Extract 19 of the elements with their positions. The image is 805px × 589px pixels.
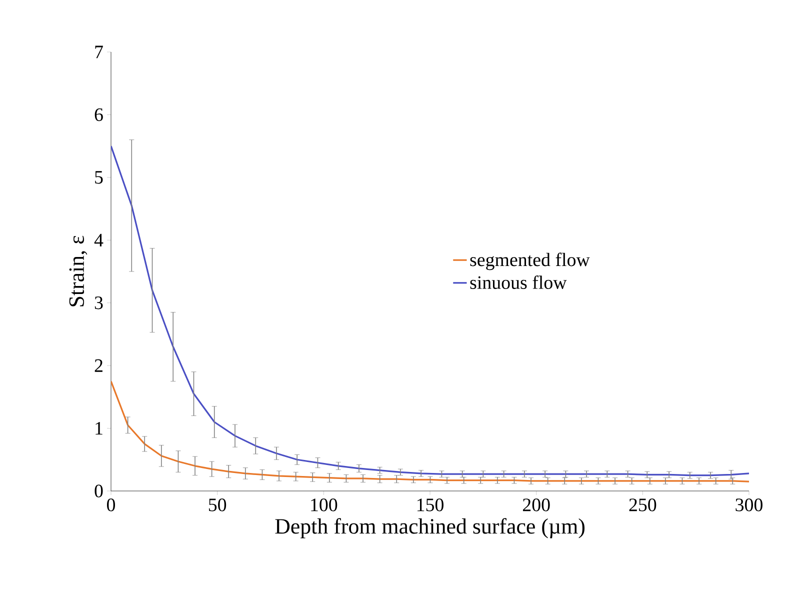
legend-label: segmented flow <box>470 252 590 270</box>
y-tick-label: 5 <box>95 171 103 184</box>
y-tick-label: 3 <box>94 296 103 310</box>
y-axis-title: Strain, ε <box>69 236 88 306</box>
legend-label: sinuous flow <box>470 275 567 289</box>
y-tick-label: 1 <box>96 422 102 435</box>
y-tick-label: 2 <box>94 359 102 372</box>
x-tick-label: 100 <box>311 498 338 512</box>
x-tick-label: 300 <box>736 498 762 512</box>
y-tick-label: 4 <box>94 234 104 246</box>
x-axis-title: Depth from machined surface (µm) <box>275 518 584 538</box>
y-tick-label: 7 <box>95 46 103 58</box>
x-tick-label: 250 <box>629 498 656 512</box>
x-tick-label: 50 <box>208 498 226 512</box>
x-tick-label: 0 <box>106 498 116 512</box>
x-tick-label: 200 <box>522 498 550 512</box>
y-tick-label: 0 <box>94 484 103 498</box>
y-tick-label: 6 <box>94 108 103 122</box>
x-tick-label: 150 <box>417 498 444 512</box>
